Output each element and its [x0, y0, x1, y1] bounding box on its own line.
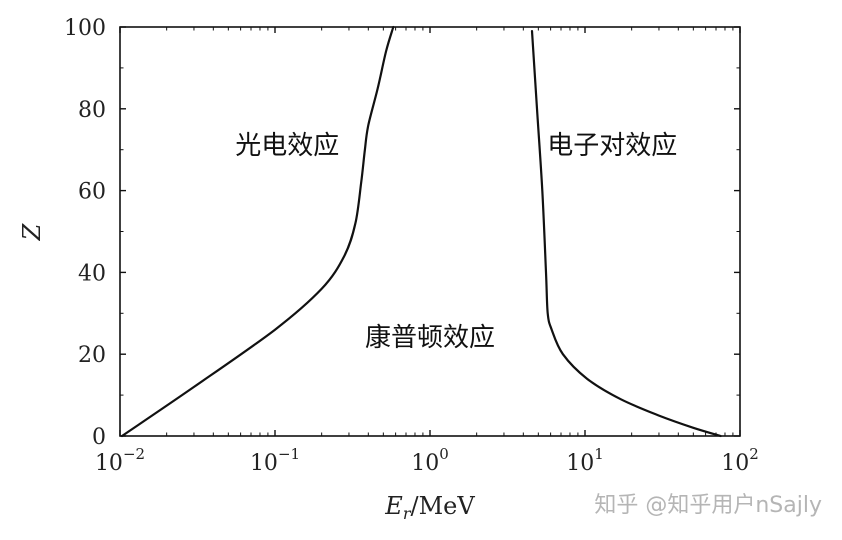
- x-tick-label-exponent: 1: [594, 445, 604, 463]
- y-tick-label: 40: [78, 261, 106, 286]
- boundary-curve-right: [530, 30, 722, 438]
- y-axis-title: Z: [18, 222, 46, 241]
- x-tick-label: 10−2: [95, 445, 145, 476]
- region-label: 光电效应: [235, 131, 339, 161]
- x-tick-label: 100: [411, 445, 449, 476]
- x-tick-label: 102: [721, 445, 759, 476]
- y-tick-label: 0: [92, 425, 106, 450]
- x-tick-label-base: 10: [250, 451, 278, 476]
- x-axis-title: Er/MeV: [384, 492, 475, 523]
- y-tick-label: 80: [78, 98, 106, 123]
- y-tick-label: 100: [64, 16, 106, 41]
- y-tick-label: 20: [78, 343, 106, 368]
- x-axis-title-main: E: [384, 492, 403, 520]
- x-tick-label-base: 10: [411, 451, 439, 476]
- data-series: [120, 25, 722, 438]
- x-tick-label-exponent: 0: [439, 445, 449, 463]
- x-axis-title-sub: r: [403, 504, 412, 523]
- y-tick-label: 60: [78, 180, 106, 205]
- watermark-text: 知乎 @知乎用户nSajly: [594, 493, 822, 518]
- x-tick-label: 101: [566, 445, 604, 476]
- region-label: 康普顿效应: [365, 323, 495, 353]
- x-tick-label-exponent: −2: [123, 445, 145, 463]
- x-tick-label-base: 10: [95, 451, 123, 476]
- x-tick-label-exponent: 2: [749, 445, 759, 463]
- x-tick-label-base: 10: [721, 451, 749, 476]
- x-tick-label-exponent: −1: [278, 445, 300, 463]
- boundary-curve-left: [120, 25, 395, 438]
- x-axis-title-unit: /MeV: [410, 492, 475, 520]
- x-tick-label-base: 10: [566, 451, 594, 476]
- region-label: 电子对效应: [547, 131, 677, 161]
- x-tick-label: 10−1: [250, 445, 300, 476]
